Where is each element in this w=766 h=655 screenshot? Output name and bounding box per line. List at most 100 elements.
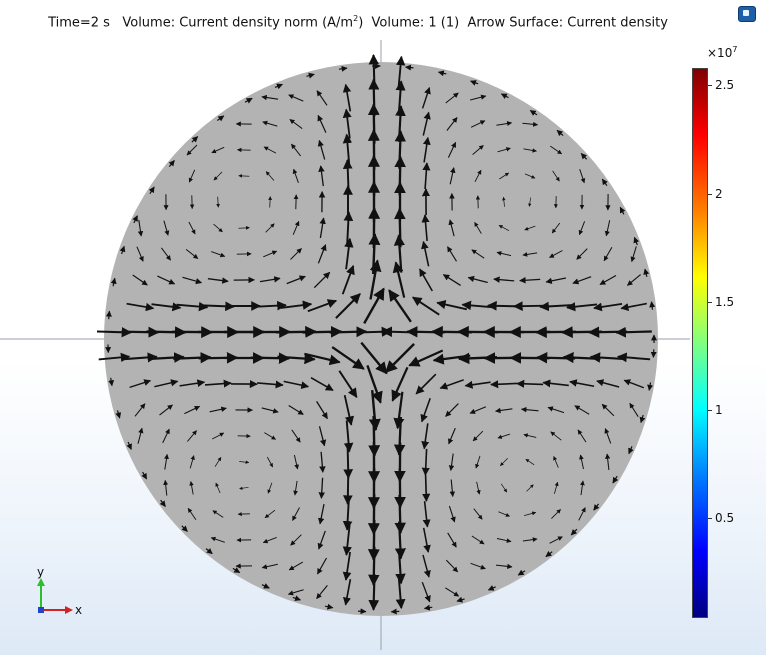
current-arrow	[187, 507, 197, 520]
colorbar-multiplier-exponent: 7	[732, 45, 738, 54]
current-arrow	[523, 433, 537, 438]
current-arrow	[474, 169, 482, 183]
current-arrow	[422, 501, 431, 528]
colorbar-tick-label: 0.5	[715, 511, 735, 526]
current-arrow	[293, 454, 299, 470]
current-arrow	[163, 453, 169, 470]
current-arrow	[137, 219, 144, 237]
volume-label-close: )	[358, 15, 364, 31]
current-arrow	[291, 143, 301, 157]
current-arrow	[393, 391, 405, 430]
current-arrow	[519, 277, 541, 284]
current-arrow	[159, 404, 173, 416]
current-arrow	[415, 373, 437, 395]
current-arrow	[542, 379, 569, 388]
current-arrow	[259, 276, 281, 283]
current-arrow	[187, 430, 197, 442]
rim-current-arrow	[148, 186, 155, 195]
current-arrow	[422, 136, 431, 163]
current-arrow	[261, 563, 278, 570]
current-arrow	[238, 174, 250, 178]
current-arrow	[293, 480, 298, 496]
plot-canvas[interactable]	[0, 0, 690, 655]
current-arrow	[212, 510, 224, 518]
current-arrow	[498, 511, 510, 517]
current-arrow	[188, 221, 196, 235]
current-arrow	[445, 587, 460, 597]
x-axis-label: x	[75, 603, 82, 617]
current-arrow	[551, 509, 561, 519]
current-arrow	[160, 247, 172, 261]
current-arrow	[342, 579, 352, 606]
rim-current-arrow	[141, 471, 148, 480]
current-arrow	[182, 276, 203, 285]
colorbar-tick-label: 2.5	[715, 78, 735, 93]
current-arrow	[238, 225, 250, 230]
current-arrow	[292, 507, 300, 521]
rim-current-arrow	[500, 93, 509, 100]
view-settings-icon[interactable]	[738, 6, 756, 22]
volume-unit-exponent: 2	[353, 14, 359, 23]
current-arrow	[318, 477, 325, 499]
current-arrow	[129, 379, 152, 389]
current-arrow	[148, 352, 185, 363]
current-arrow	[442, 274, 461, 286]
current-arrow	[392, 261, 406, 298]
current-arrow	[421, 448, 430, 476]
current-arrow	[422, 527, 431, 553]
current-arrow	[188, 169, 196, 183]
current-arrow	[467, 275, 488, 284]
current-arrow	[317, 530, 326, 550]
current-arrow	[616, 352, 651, 363]
current-arrow	[342, 83, 352, 112]
current-arrow	[318, 165, 325, 187]
current-arrow	[341, 264, 355, 295]
current-arrow	[422, 162, 431, 190]
current-arrow	[471, 249, 485, 259]
current-density-arrows	[96, 53, 657, 615]
current-arrow	[394, 521, 406, 560]
current-arrow	[552, 170, 560, 182]
current-arrow	[250, 352, 291, 364]
current-arrow	[239, 486, 249, 490]
current-arrow	[307, 299, 338, 313]
current-arrow	[578, 507, 586, 521]
x-axis-arrowhead	[65, 606, 73, 614]
current-arrow	[316, 585, 328, 600]
current-arrow	[574, 405, 590, 415]
colorbar-multiplier: ×107	[707, 45, 737, 60]
rim-current-arrow	[570, 528, 578, 536]
current-arrow	[448, 219, 455, 237]
current-arrow	[579, 454, 584, 470]
arrow-surface-label: Arrow Surface: Current density	[467, 15, 668, 31]
current-arrow	[163, 220, 170, 236]
current-arrow	[449, 479, 456, 498]
rim-current-arrow	[619, 206, 626, 215]
current-arrow	[500, 458, 508, 466]
current-arrow	[495, 407, 513, 414]
rim-current-arrow	[628, 446, 634, 455]
current-arrow	[472, 430, 484, 442]
current-arrow	[615, 326, 652, 338]
colorbar-tick-mark	[708, 301, 712, 303]
colorbar-multiplier-base: ×10	[707, 46, 733, 60]
current-arrow	[422, 111, 431, 136]
colorbar-tick-mark	[708, 193, 712, 195]
current-arrow	[528, 197, 532, 207]
current-arrow	[554, 481, 559, 494]
current-arrow	[476, 481, 481, 495]
current-arrow	[448, 453, 455, 471]
current-arrow	[447, 246, 457, 262]
z-axis-dot	[38, 607, 44, 613]
rim-current-arrow	[132, 215, 138, 224]
current-arrow	[523, 148, 537, 153]
current-arrow	[446, 117, 458, 131]
rim-current-arrow	[105, 310, 112, 320]
current-arrow	[162, 428, 170, 444]
current-arrow	[524, 173, 536, 179]
current-arrow	[136, 246, 144, 262]
current-arrow	[551, 222, 561, 234]
current-arrow	[204, 379, 232, 388]
rim-current-arrow	[357, 608, 367, 615]
current-arrow	[289, 118, 303, 130]
